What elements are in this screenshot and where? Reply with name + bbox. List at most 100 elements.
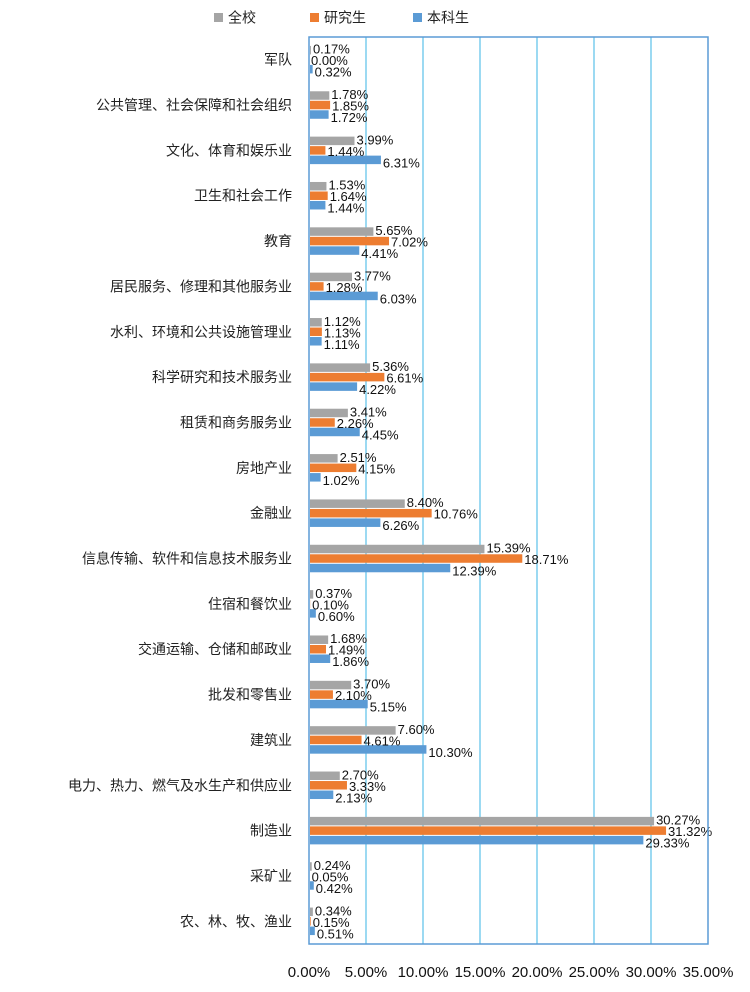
legend-swatch-all [214,13,223,22]
bar-grad [310,282,324,291]
bar-undergrad [310,291,378,301]
value-label-grad: 1.44% [327,144,364,159]
value-label-grad: 1.85% [332,99,369,114]
bar-grad [310,781,347,790]
value-label-undergrad: 6.26% [382,518,419,533]
category-label: 信息传输、软件和信息技术服务业 [82,551,292,568]
legend-swatch-grad [310,13,319,22]
value-label-all: 3.41% [350,404,387,419]
bar-all [310,862,312,871]
value-label-all: 8.40% [407,495,444,510]
bar-all [310,590,314,599]
category-label: 公共管理、社会保障和社会组织 [96,98,292,114]
category-label: 住宿和餐饮业 [208,596,292,613]
value-label-grad: 18.71% [524,552,569,567]
bar-all [310,454,338,463]
x-tick-label: 30.00% [626,964,677,981]
value-label-undergrad: 0.51% [317,926,354,941]
bar-undergrad [310,473,321,482]
value-label-grad: 2.10% [335,688,372,703]
bar-grad [310,508,432,518]
bar-grad [310,735,362,745]
bar-all [310,181,327,191]
value-label-all: 0.17% [313,42,350,57]
value-label-all: 30.27% [656,813,701,828]
bar-all [310,408,348,418]
value-label-all: 0.34% [315,903,352,918]
bar-undergrad [310,926,315,936]
category-label: 居民服务、修理和其他服务业 [110,279,292,295]
bar-grad [310,826,667,835]
bar-grad [310,191,328,200]
bar-undergrad [310,155,381,165]
value-label-all: 7.60% [398,722,435,737]
bar-undergrad [310,337,322,346]
legend-label-grad: 研究生 [324,11,366,27]
bar-undergrad [310,654,331,663]
bar-undergrad [310,609,316,618]
bar-all [310,499,405,508]
category-label: 金融业 [250,506,292,522]
x-tick-label: 20.00% [512,964,563,981]
value-label-undergrad: 6.03% [380,291,417,306]
bar-undergrad [310,64,313,74]
bar-undergrad [310,382,358,391]
value-label-grad: 0.10% [312,597,349,612]
x-tick-label: 5.00% [345,964,388,981]
bar-all [310,680,352,690]
bar-undergrad [310,790,334,800]
chart-gridlines [365,37,652,944]
value-label-all: 5.65% [375,223,412,238]
bar-undergrad [310,835,644,845]
value-label-all: 15.39% [486,541,531,556]
chart-value-labels: 0.17%0.00%0.32%1.78%1.85%1.72%3.99%1.44%… [311,42,713,942]
value-label-all: 1.53% [328,178,365,193]
value-label-all: 1.68% [330,631,367,646]
legend-label-undergrad: 本科生 [427,11,469,27]
value-label-all: 5.36% [372,359,409,374]
chart-bars [310,45,667,936]
bar-all [310,272,352,282]
bar-grad [310,372,385,382]
value-label-grad: 4.61% [364,733,401,748]
bar-grad [310,463,357,473]
category-label: 租赁和商务服务业 [180,415,292,431]
value-label-undergrad: 5.15% [370,700,407,715]
category-label: 卫生和社会工作 [194,189,292,205]
value-label-undergrad: 1.44% [327,201,364,216]
category-label: 建筑业 [250,733,292,749]
bar-grad [310,327,322,337]
value-label-grad: 31.32% [668,824,713,839]
bar-all [310,771,340,781]
value-label-undergrad: 4.45% [362,427,399,442]
value-label-grad: 0.05% [312,869,349,884]
bar-all [310,45,311,55]
value-label-all: 3.70% [353,677,390,692]
value-label-grad: 0.00% [311,53,348,68]
bar-grad [310,917,311,926]
bar-grad [310,236,390,246]
value-label-grad: 0.15% [313,915,350,930]
chart-category-labels: 军队公共管理、社会保障和社会组织文化、体育和娱乐业卫生和社会工作教育居民服务、修… [68,53,292,931]
category-label: 农、林、牧、渔业 [180,914,292,930]
bar-all [310,907,313,917]
bar-undergrad [310,745,427,754]
value-label-grad: 1.13% [324,325,361,340]
value-label-grad: 7.02% [391,235,428,250]
bar-all [310,363,371,372]
category-label: 水利、环境和公共设施管理业 [110,325,292,341]
bar-all [310,635,329,644]
value-label-undergrad: 0.60% [318,609,355,624]
value-label-grad: 10.76% [434,507,479,522]
value-label-undergrad: 4.22% [359,382,396,397]
bar-undergrad [310,699,368,709]
value-label-grad: 1.28% [326,280,363,295]
value-label-grad: 2.26% [337,416,374,431]
value-label-grad: 1.64% [330,189,367,204]
chart-x-tick-labels: 0.00% 5.00% 10.00% 15.00% 20.00% 25.00% 30.00%… [288,964,734,981]
bar-grad [310,690,333,699]
value-label-undergrad: 1.11% [324,337,360,352]
bar-undergrad [310,518,381,527]
category-label: 采矿业 [250,869,292,885]
